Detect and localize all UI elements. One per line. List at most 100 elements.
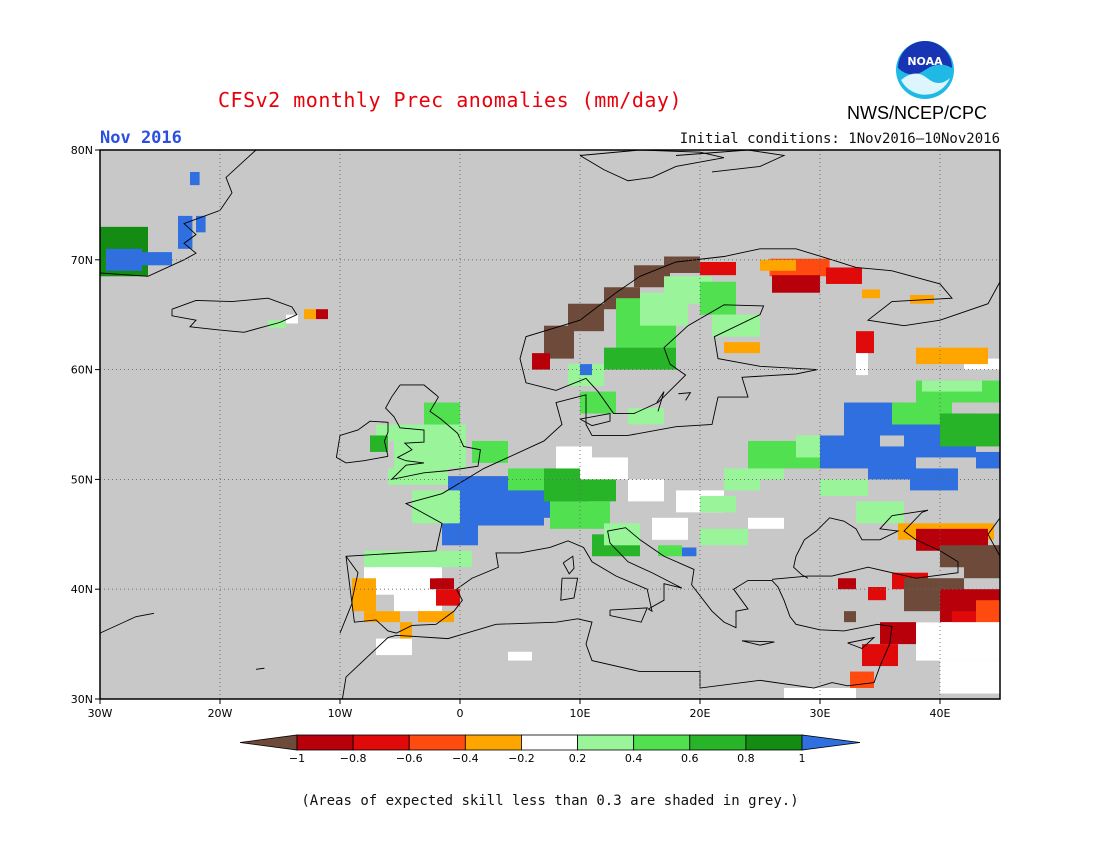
anomaly-patch — [508, 468, 544, 491]
anomaly-patch — [412, 490, 460, 524]
coastline — [99, 612, 155, 634]
lon-label: 20E — [690, 707, 711, 720]
coastline — [771, 509, 959, 580]
anomaly-patch — [844, 611, 856, 623]
colorbar-tick-label: −0.8 — [340, 752, 367, 765]
anomaly-patch — [784, 688, 856, 699]
colorbar-tick-label: −0.6 — [396, 752, 423, 765]
anomaly-patch — [190, 171, 200, 186]
anomaly-patch — [370, 435, 388, 452]
anomaly-patch — [316, 309, 328, 320]
anomaly-patch — [922, 380, 982, 392]
anomaly-patch — [376, 638, 412, 656]
lon-label: 10W — [328, 707, 353, 720]
anomaly-patch — [700, 261, 736, 276]
anomaly-patch — [604, 347, 676, 370]
anomaly-patch — [724, 342, 760, 354]
forecast-month: Nov 2016 — [100, 128, 182, 148]
coastline — [560, 577, 579, 601]
anomaly-patch — [838, 578, 856, 590]
organization-label: NWS/NCEP/CPC — [847, 103, 988, 123]
coastline — [678, 392, 692, 401]
anomaly-patch — [940, 413, 1000, 447]
anomaly-patch — [748, 517, 784, 529]
colorbar-segment — [408, 734, 466, 751]
colorbar-end-low — [239, 734, 298, 751]
anomaly-patch — [364, 611, 400, 623]
lat-label: 30N — [71, 693, 93, 706]
colorbar-tick-label: 1 — [799, 752, 806, 765]
anomaly-patch — [964, 545, 1000, 579]
anomaly-patch — [862, 289, 880, 299]
colorbar-end-high — [801, 734, 861, 751]
lat-label: 60N — [71, 364, 93, 377]
anomaly-patch — [916, 347, 988, 365]
anomaly-patch — [910, 468, 958, 491]
colorbar-segment — [689, 734, 747, 751]
anomaly-patch — [400, 622, 412, 639]
lat-label: 50N — [71, 473, 93, 486]
colorbar-segment — [577, 734, 635, 751]
anomaly-patch — [580, 391, 616, 414]
anomaly-patch — [628, 479, 664, 502]
anomaly-patch — [430, 578, 454, 590]
anomaly-patch — [568, 303, 604, 332]
anomaly-patch — [940, 660, 1012, 694]
anomaly-patch — [388, 468, 448, 485]
anomaly-patch — [364, 567, 436, 579]
anomaly-patch — [826, 267, 862, 284]
coastline — [335, 420, 389, 464]
coastline — [609, 607, 648, 623]
anomaly-patch — [418, 611, 454, 623]
anomaly-patch — [976, 451, 1000, 469]
coastline — [987, 517, 1001, 557]
anomaly-patch — [892, 402, 952, 425]
anomaly-patch — [634, 265, 670, 288]
anomaly-patch — [820, 479, 868, 496]
colorbar-tick-label: −0.4 — [452, 752, 479, 765]
colorbar-segment — [745, 734, 803, 751]
anomaly-patch — [580, 457, 628, 480]
anomaly-patch — [682, 547, 697, 557]
anomaly-patch — [604, 523, 640, 546]
colorbar-tick-label: −0.2 — [508, 752, 535, 765]
coastline — [385, 384, 481, 481]
anomaly-patch — [760, 259, 796, 271]
coastline — [847, 636, 876, 650]
noaa-logo: NOAA — [896, 41, 954, 99]
anomaly-patch — [580, 364, 592, 376]
colorbar-segment — [521, 734, 578, 751]
colorbar-tick-label: 0.8 — [737, 752, 755, 765]
coastline — [579, 412, 611, 427]
anomaly-patch — [862, 644, 898, 667]
lat-label: 80N — [71, 144, 93, 157]
coastline — [99, 149, 257, 277]
anomaly-patch — [856, 501, 904, 524]
initial-conditions: Initial conditions: 1Nov2016–10Nov2016 — [679, 131, 1000, 147]
anomaly-patch — [652, 517, 688, 540]
map-title: CFSv2 monthly Prec anomalies (mm/day) — [217, 88, 683, 112]
anomaly-patch — [304, 309, 319, 320]
coastline — [562, 555, 575, 575]
anomaly-patch — [268, 320, 286, 328]
anomaly-patch — [550, 501, 610, 529]
anomaly-patch — [658, 545, 682, 557]
skill-footnote: (Areas of expected skill less than 0.3 a… — [301, 793, 799, 809]
anomaly-patch — [364, 550, 472, 568]
anomaly-patch — [868, 587, 886, 601]
anomaly-patch — [856, 331, 874, 354]
anomaly-patch — [916, 622, 1012, 661]
anomaly-patch — [136, 252, 172, 266]
anomaly-patch — [178, 215, 193, 249]
anomaly-patch — [532, 353, 550, 370]
colorbar-segment — [464, 734, 522, 751]
coastline — [171, 297, 298, 333]
colorbar-tick-label: 0.6 — [681, 752, 699, 765]
map-frame — [99, 149, 1001, 700]
anomaly-patch — [910, 294, 934, 304]
anomaly-patch — [850, 671, 874, 689]
lon-label: 20W — [208, 707, 233, 720]
anomaly-patch — [424, 402, 460, 425]
lon-label: 0 — [457, 707, 464, 720]
